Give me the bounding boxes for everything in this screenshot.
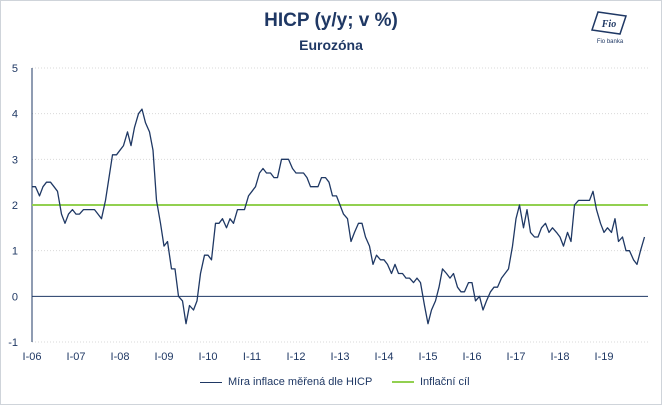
legend-label-hicp: Míra inflace měřená dle HICP: [228, 376, 373, 388]
y-tick-label: 1: [12, 246, 18, 258]
legend-swatch-target: [392, 381, 414, 383]
y-tick-label: 3: [12, 154, 18, 166]
y-tick-label: 0: [12, 291, 18, 303]
x-tick-label: I-10: [199, 351, 218, 363]
x-tick-label: I-11: [243, 351, 261, 363]
x-tick-label: I-08: [111, 351, 130, 363]
x-tick-label: I-07: [67, 351, 86, 363]
logo-text: Fio banka: [597, 39, 624, 45]
x-tick-label: I-15: [419, 351, 438, 363]
x-tick-label: I-06: [23, 351, 42, 363]
logo-flag-shape: [591, 11, 627, 35]
legend: Míra inflace měřená dle HICP Inflační cí…: [0, 376, 662, 396]
x-tick-label: I-14: [375, 351, 394, 363]
chart-subtitle: Eurozóna: [299, 37, 363, 53]
x-tick-label: I-13: [331, 351, 350, 363]
legend-item-target: Inflační cíl: [392, 376, 470, 388]
x-tick-label: I-17: [507, 351, 526, 363]
y-tick-label: -1: [8, 337, 18, 349]
series-line-hicp: [32, 108, 646, 325]
series-group: [32, 108, 648, 325]
x-axis-ticks: I-06 I-07 I-08 I-09 I-10 I-11 I-12 I-13 I-14 I-15…: [23, 351, 614, 363]
y-tick-label: 2: [12, 200, 18, 212]
x-tick-label: I-09: [155, 351, 174, 363]
x-tick-label: I-19: [595, 351, 614, 363]
x-tick-label: I-12: [287, 351, 306, 363]
chart-title: HICP (y/y; v %): [264, 10, 398, 31]
fio-banka-logo: Fio Fio banka: [591, 11, 627, 45]
y-tick-label: 5: [12, 63, 18, 75]
x-tick-label: I-16: [463, 351, 482, 363]
logo-glyph: Fio: [601, 19, 616, 30]
legend-item-hicp: Míra inflace měřená dle HICP: [200, 376, 372, 388]
x-tick-label: I-18: [551, 351, 570, 363]
y-axis-ticks: 5 4 3 2 1 0 -1: [8, 63, 18, 349]
y-tick-label: 4: [12, 109, 18, 121]
legend-swatch-hicp: [200, 381, 222, 383]
legend-label-target: Inflační cíl: [420, 376, 470, 388]
